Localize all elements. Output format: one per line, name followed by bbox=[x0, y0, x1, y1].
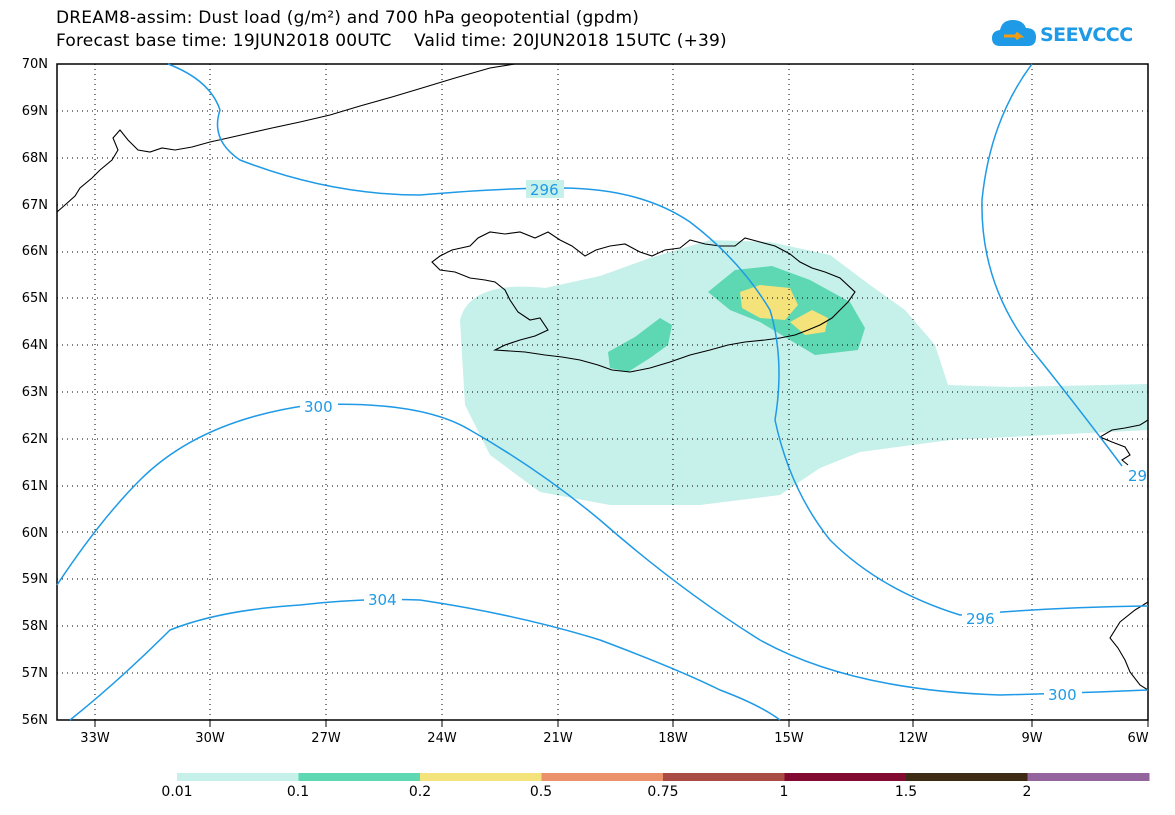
cloud-icon bbox=[992, 20, 1036, 46]
dust-load-shading bbox=[460, 240, 1148, 505]
lon-label: 6W bbox=[1127, 731, 1149, 746]
colorbar-label: 0.5 bbox=[529, 784, 553, 800]
map-title: DREAM8-assim: Dust load (g/m²) and 700 h… bbox=[56, 8, 640, 28]
contour-label-300: 300 bbox=[1048, 686, 1077, 704]
colorbar-segment bbox=[420, 773, 542, 781]
britain-coast bbox=[1098, 419, 1149, 466]
lat-label: 63N bbox=[21, 385, 48, 401]
logo-text: SEEVCCC bbox=[1040, 24, 1133, 46]
contour-labels: 296 300 304 296 300 29 bbox=[300, 180, 1147, 704]
lon-label: 9W bbox=[1021, 731, 1043, 746]
lon-label: 33W bbox=[80, 731, 110, 746]
contour-300 bbox=[56, 403, 1149, 696]
map-frame bbox=[56, 63, 1149, 727]
lon-label: 15W bbox=[774, 731, 804, 746]
map-subtitle: Forecast base time: 19JUN2018 00UTC Vali… bbox=[56, 31, 727, 51]
lat-label: 65N bbox=[21, 291, 48, 307]
colorbar-label: 1.5 bbox=[894, 784, 918, 800]
lon-label: 24W bbox=[427, 731, 457, 746]
lat-label: 58N bbox=[21, 619, 48, 635]
iceland-coast bbox=[431, 231, 856, 373]
colorbar-segment bbox=[298, 773, 421, 781]
geopotential-contours bbox=[56, 63, 1149, 721]
contour-label-296-partial: 29 bbox=[1128, 467, 1147, 485]
colorbar-label: 0.1 bbox=[286, 784, 310, 800]
contour-label-296: 296 bbox=[966, 610, 995, 628]
contour-label-300: 300 bbox=[304, 398, 333, 416]
lon-label: 18W bbox=[658, 731, 688, 746]
contour-296-east bbox=[981, 63, 1123, 467]
lat-label: 59N bbox=[21, 572, 48, 588]
colorbar-segment bbox=[541, 773, 664, 781]
colorbar-label: 0.75 bbox=[647, 784, 679, 800]
lat-label: 70N bbox=[21, 57, 48, 72]
colorbar-segment bbox=[1027, 773, 1150, 781]
colorbar-label: 1 bbox=[779, 784, 789, 800]
lon-label: 12W bbox=[898, 731, 928, 746]
lat-label: 68N bbox=[21, 150, 48, 166]
colorbar-label: 0.2 bbox=[408, 784, 432, 800]
colorbar-segment bbox=[663, 773, 785, 781]
colorbar bbox=[177, 773, 1150, 781]
lat-label: 66N bbox=[21, 244, 48, 260]
lat-label: 56N bbox=[21, 713, 48, 729]
lat-label: 67N bbox=[21, 197, 48, 213]
colorbar-segment bbox=[177, 773, 299, 781]
lat-label: 69N bbox=[21, 103, 48, 119]
contour-label-304: 304 bbox=[368, 591, 397, 609]
colorbar-segment bbox=[906, 773, 1028, 781]
contour-label-296: 296 bbox=[530, 181, 559, 199]
greenland-coast bbox=[56, 63, 516, 213]
contour-296-north bbox=[167, 63, 1149, 616]
lat-label: 57N bbox=[21, 666, 48, 682]
lon-label: 30W bbox=[195, 731, 225, 746]
lat-label: 60N bbox=[21, 525, 48, 541]
contour-304 bbox=[69, 598, 781, 721]
lat-label: 61N bbox=[21, 478, 48, 494]
scotland-coast bbox=[1109, 601, 1149, 691]
coastlines bbox=[56, 63, 1149, 691]
lon-label: 27W bbox=[311, 731, 341, 746]
seevccc-logo: SEEVCCC bbox=[990, 16, 1140, 60]
lat-label: 64N bbox=[21, 338, 48, 354]
lon-label: 21W bbox=[543, 731, 573, 746]
lat-label: 62N bbox=[21, 431, 48, 447]
colorbar-label: 0.01 bbox=[161, 784, 193, 800]
colorbar-segment bbox=[784, 773, 907, 781]
colorbar-label: 2 bbox=[1022, 784, 1032, 800]
